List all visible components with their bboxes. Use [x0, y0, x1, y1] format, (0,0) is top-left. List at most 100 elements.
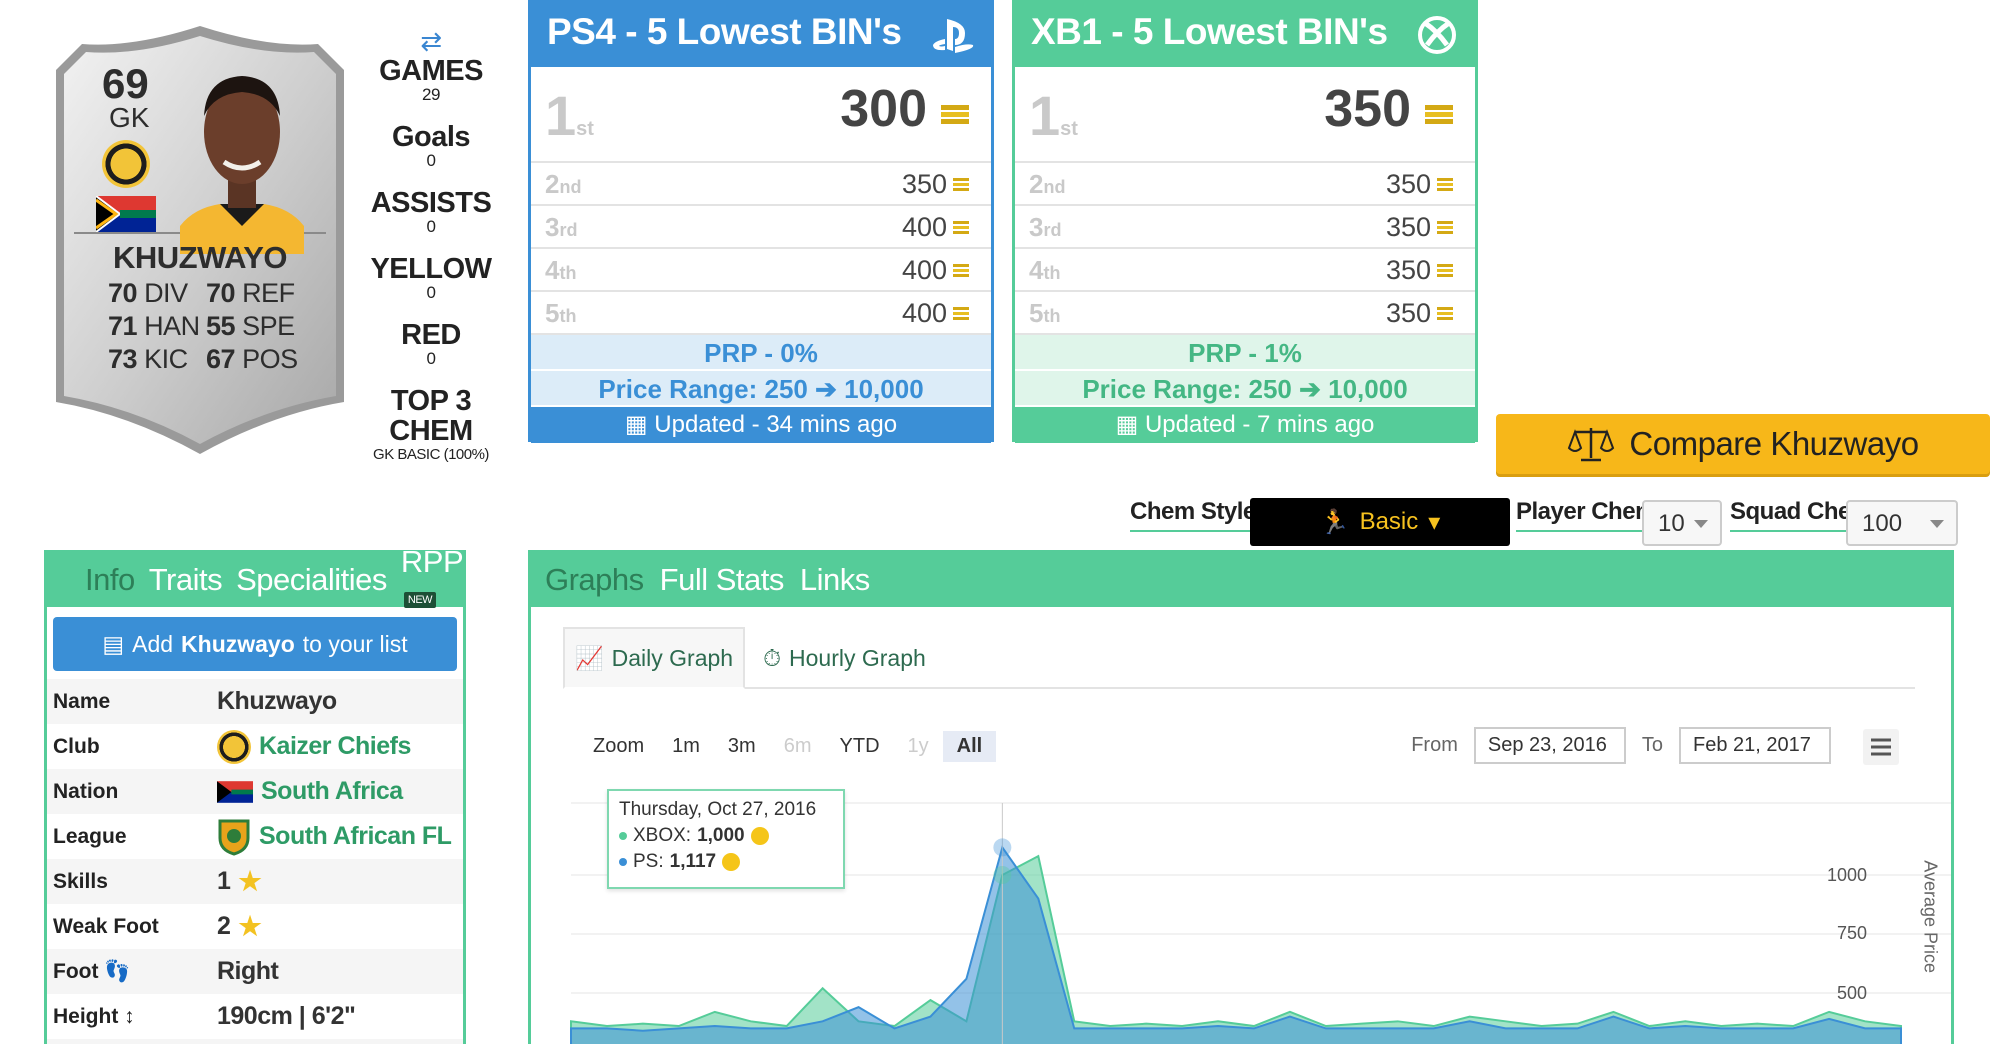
zoom-1y-button[interactable]: 1y [907, 735, 929, 757]
player-chem-field: Player Chem: [1516, 498, 1664, 532]
tab-specialities[interactable]: Specialities [236, 562, 387, 597]
series-area-xbox [570, 854, 1902, 1044]
rank-label: 4th [545, 255, 577, 285]
stat-han: 71 HAN [108, 311, 200, 341]
rank-label: 2nd [545, 169, 582, 199]
player-chem-select[interactable]: 10 [1642, 500, 1722, 546]
rank-label: 2nd [1029, 169, 1066, 199]
tab-info[interactable]: Info [85, 562, 135, 597]
calendar-icon: ▦ [1115, 411, 1145, 438]
coins-icon [953, 178, 969, 191]
league-link[interactable]: South African FL [217, 818, 452, 856]
xb1-title: XB1 - 5 Lowest BIN's [1031, 11, 1388, 52]
graph-panel: Graphs Full Stats Links 📈 Daily Graph ⏱ … [528, 550, 1954, 1044]
hamburger-menu-icon[interactable] [1863, 729, 1899, 765]
row-value: 1 ★ [217, 866, 262, 896]
zoom-label: Zoom [593, 735, 645, 757]
tab-hourly-graph[interactable]: ⏱ Hourly Graph [763, 644, 926, 671]
xbox-series-dot [619, 832, 627, 840]
zoom-all-button[interactable]: All [942, 731, 997, 762]
to-date-input[interactable]: Feb 21, 2017 [1679, 727, 1831, 764]
coins-icon [1437, 264, 1453, 277]
info-row-foot: Foot 👣 Right [47, 949, 463, 994]
tooltip-date: Thursday, Oct 27, 2016 [619, 799, 817, 820]
hover-marker-ps [993, 838, 1012, 857]
row-key: Skills [53, 869, 108, 893]
compare-button[interactable]: Compare Khuzwayo [1496, 414, 1990, 474]
price-value: 350 [1385, 169, 1431, 199]
xbox-icon [1418, 16, 1456, 54]
compare-label: Compare Khuzwayo [1629, 425, 1919, 462]
xb1-header: XB1 - 5 Lowest BIN's [1015, 3, 1475, 67]
coins-icon [1437, 221, 1453, 234]
zoom-1m-button[interactable]: 1m [672, 735, 700, 757]
club-link[interactable]: Kaizer Chiefs [217, 729, 411, 764]
rank-label: 5th [1029, 298, 1061, 328]
south-africa-flag-icon [217, 780, 253, 803]
chem-style-dropdown[interactable]: 🏃 Basic ▾ [1250, 498, 1510, 546]
tab-daily-graph[interactable]: 📈 Daily Graph [563, 627, 746, 689]
coin-icon [750, 827, 769, 845]
price-value: 350 [1385, 212, 1431, 242]
tab-traits[interactable]: Traits [148, 562, 223, 597]
games-label: GAMES [379, 55, 483, 87]
chem-style-label: Chem Style: [1130, 498, 1264, 532]
new-badge: NEW [403, 591, 437, 608]
coins-icon [953, 221, 969, 234]
tab-graphs[interactable]: Graphs [545, 562, 644, 597]
price-chart[interactable] [531, 773, 1951, 1044]
tab-full-stats[interactable]: Full Stats [659, 562, 785, 597]
rank-first: 1st [1029, 84, 1078, 147]
yellow-label: YELLOW [370, 253, 492, 285]
chevron-down-icon [1930, 520, 1944, 528]
xb1-price-range: Price Range: 250 ➔ 10,000 [1015, 371, 1475, 407]
from-date-input[interactable]: Sep 23, 2016 [1473, 727, 1626, 764]
xb1-prp: PRP - 1% [1015, 335, 1475, 371]
y-axis-title: Average Price [1921, 860, 1941, 973]
info-row-nation: Nation South Africa [47, 769, 463, 814]
tab-rpp[interactable]: RPPNEW [400, 544, 464, 608]
squad-chem-value: 100 [1862, 510, 1903, 537]
hover-marker-xbox [993, 866, 1012, 884]
info-row-league: League South African FL [47, 814, 463, 859]
card-stats: 70 DIV 70 REF 71 HAN 55 SPE 73 KIC 67 PO… [108, 278, 304, 375]
row-key: Height ↕ [53, 1004, 135, 1028]
star-icon: ★ [238, 911, 262, 941]
height-icon: ↕ [124, 1004, 135, 1028]
row-value: Right [217, 957, 279, 985]
player-chem-value: 10 [1658, 510, 1685, 537]
to-label: To [1641, 734, 1663, 756]
rank-label: 3rd [545, 212, 578, 242]
swap-icon[interactable]: ⇄ [420, 26, 442, 56]
xb1-lowest-price: 350 [1324, 80, 1411, 138]
row-key: League [53, 824, 127, 848]
ps4-title: PS4 - 5 Lowest BIN's [547, 11, 902, 52]
xb1-updated: ▦ Updated - 7 mins ago [1015, 407, 1475, 443]
card-rating: 69 [102, 60, 149, 107]
tab-links[interactable]: Links [799, 562, 870, 597]
stat-div: 70 DIV [108, 278, 188, 308]
nation-link[interactable]: South Africa [217, 777, 403, 806]
xb1-first-row: 1st 350 [1015, 67, 1475, 163]
add-to-list-button[interactable]: ▤ Add Khuzwayo to your list [53, 617, 457, 671]
squad-chem-select[interactable]: 100 [1846, 500, 1958, 546]
player-card[interactable]: 69 GK KHUZWAYO 70 DIV 70 REF 71 HAN 55 S… [52, 22, 348, 458]
rank-label: 3rd [1029, 212, 1062, 242]
price-value: 350 [901, 169, 947, 199]
xb1-row-4: 4th 350 [1015, 249, 1475, 292]
zoom-ytd-button[interactable]: YTD [839, 735, 880, 757]
games-value: 29 [422, 85, 440, 104]
row-key: Nation [53, 779, 119, 803]
card-position: GK [109, 102, 150, 133]
zoom-3m-button[interactable]: 3m [727, 735, 756, 757]
tooltip-ps-row: PS: 1,117 [619, 851, 833, 873]
graph-tabs: Graphs Full Stats Links [531, 553, 1951, 607]
ps4-prp: PRP - 0% [531, 335, 991, 371]
list-icon: ▤ [102, 630, 125, 657]
info-row-weight: Weight ⚖ 75 [47, 1039, 463, 1044]
zoom-6m-button[interactable]: 6m [783, 735, 812, 757]
info-row-height: Height ↕ 190cm | 6'2" [47, 994, 463, 1039]
ps4-row-2: 2nd 350 [531, 163, 991, 206]
stat-spe: 55 SPE [206, 311, 295, 341]
ps4-price-box: PS4 - 5 Lowest BIN's 1st 300 2nd 350 3rd… [528, 0, 994, 443]
